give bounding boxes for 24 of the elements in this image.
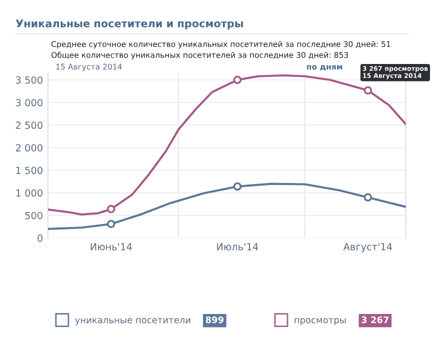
x-tick-label: Июнь'14 [90,243,132,250]
point [233,76,242,84]
y-tick-label: 3 500 [16,76,42,84]
x-tick-label: Август'14 [343,243,392,252]
chart-title: Уникальные посетители и просмотры [16,20,243,30]
y-tick-label: 2 000 [16,144,42,152]
y-tick-label: 1 000 [16,189,42,197]
legend-label: просмотры [294,318,346,326]
x-tick-label: Июль'14 [217,243,258,250]
y-tick-label: 0 [38,234,42,242]
point [364,86,372,95]
point [233,182,242,191]
y-tick-label: 2 500 [16,122,42,129]
line-series [48,74,406,216]
point [106,204,116,214]
line-series [48,182,406,230]
y-tick-label: 3 000 [16,98,42,106]
y-tick-label: 1 500 [16,166,42,174]
text: 3 267 [362,316,389,324]
point [106,220,116,228]
y-tick-label: 500 [25,212,42,220]
text: 899 [206,316,224,324]
legend-label: уникальные посетители [75,318,190,326]
point [364,193,372,202]
